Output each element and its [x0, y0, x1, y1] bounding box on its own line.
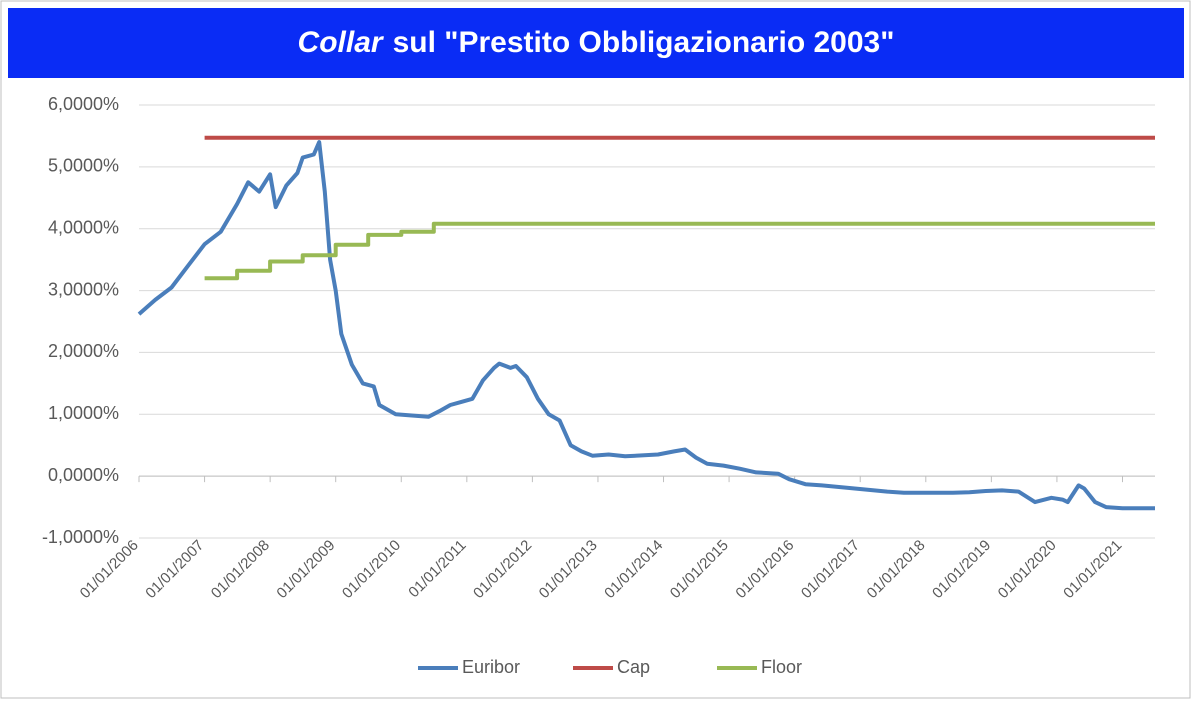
y-tick-label: 3,0000% [48, 279, 119, 299]
title-bar [8, 8, 1184, 78]
y-tick-label: 0,0000% [48, 465, 119, 485]
y-tick-label: 2,0000% [48, 341, 119, 361]
legend-label: Floor [761, 657, 802, 677]
series-line [137, 140, 1155, 511]
legend-label: Euribor [462, 657, 520, 677]
series-line [204, 221, 1155, 281]
legend-label: Cap [617, 657, 650, 677]
title-italic: Collar [298, 26, 385, 59]
chart-title: Collar sul "Prestito Obbligazionario 2003… [298, 26, 895, 59]
y-tick-label: 1,0000% [48, 403, 119, 423]
y-tick-label: 6,0000% [48, 94, 119, 114]
y-tick-label: 5,0000% [48, 156, 119, 176]
y-tick-label: 4,0000% [48, 217, 119, 237]
y-tick-label: -1,0000% [42, 527, 119, 547]
title-rest: sul "Prestito Obbligazionario 2003" [393, 26, 895, 59]
